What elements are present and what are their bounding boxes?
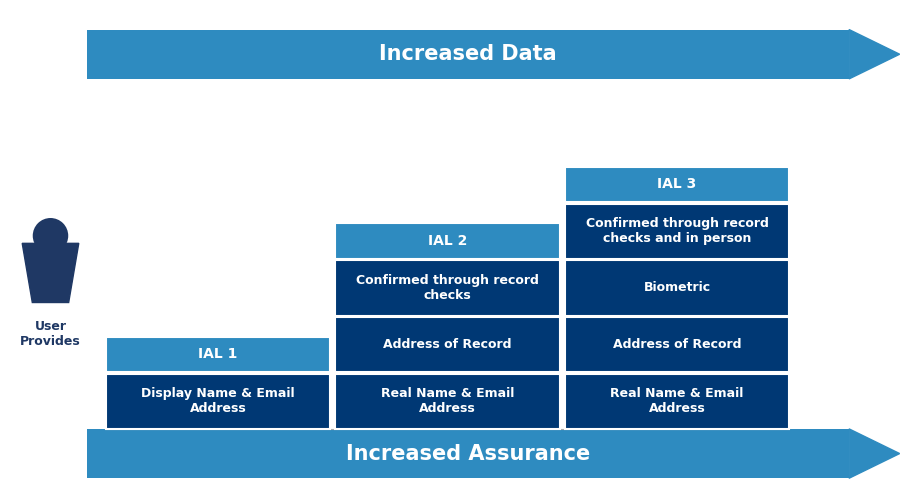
Text: Real Name & Email
Address: Real Name & Email Address: [610, 387, 744, 415]
Bar: [565, 260, 789, 316]
Text: Biometric: Biometric: [644, 282, 711, 294]
Text: Increased Assurance: Increased Assurance: [346, 444, 590, 463]
Text: Confirmed through record
checks: Confirmed through record checks: [356, 274, 539, 302]
Ellipse shape: [33, 218, 68, 253]
Bar: [565, 317, 789, 372]
Text: IAL 2: IAL 2: [428, 234, 467, 248]
Text: Address of Record: Address of Record: [384, 338, 511, 351]
Polygon shape: [22, 244, 79, 303]
Text: Display Name & Email
Address: Display Name & Email Address: [141, 387, 295, 415]
Text: Real Name & Email
Address: Real Name & Email Address: [381, 387, 514, 415]
Bar: [335, 317, 560, 372]
Bar: [335, 260, 560, 316]
Bar: [335, 223, 560, 259]
Text: IAL 3: IAL 3: [657, 177, 697, 191]
Text: Address of Record: Address of Record: [613, 338, 741, 351]
Polygon shape: [849, 429, 900, 478]
Bar: [87, 30, 849, 79]
Bar: [565, 167, 789, 202]
Text: Increased Data: Increased Data: [379, 44, 557, 64]
Bar: [565, 204, 789, 259]
Text: User
Provides: User Provides: [20, 320, 81, 348]
Polygon shape: [849, 30, 900, 79]
Text: Confirmed through record
checks and in person: Confirmed through record checks and in p…: [586, 217, 768, 245]
Bar: [565, 374, 789, 429]
Bar: [335, 374, 560, 429]
Bar: [106, 374, 330, 429]
Text: IAL 1: IAL 1: [198, 348, 238, 361]
Bar: [87, 429, 849, 478]
Polygon shape: [40, 226, 61, 239]
Bar: [106, 337, 330, 372]
